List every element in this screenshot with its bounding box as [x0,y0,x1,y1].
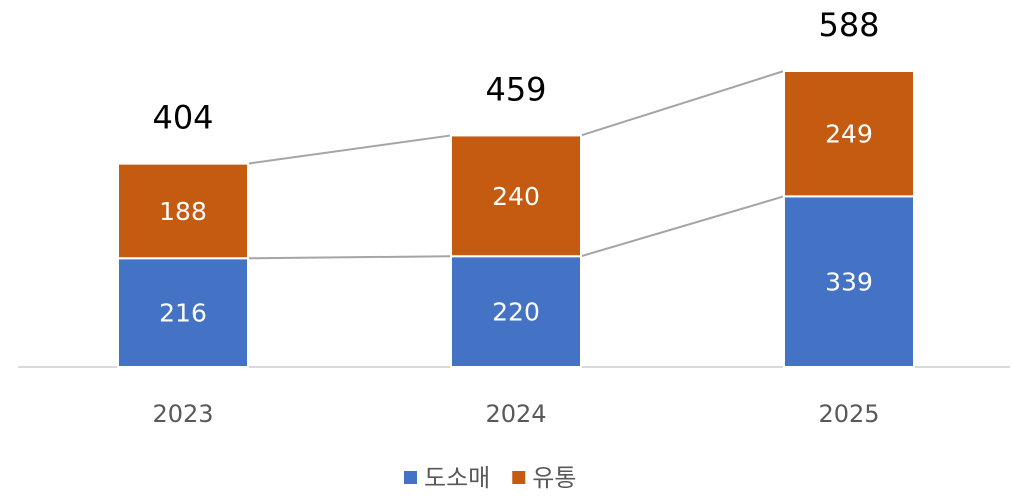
bar-segment [783,195,915,368]
bar-segment [117,257,249,369]
data-label: 220 [492,298,540,327]
data-label: 188 [159,197,207,226]
legend-swatch [404,471,417,484]
legend-label: 유통 [532,464,576,492]
total-label: 404 [152,99,213,137]
total-label: 459 [485,70,546,108]
data-label: 216 [159,299,207,328]
bar-segment [450,134,582,258]
bar-segment [117,162,249,260]
legend-label: 도소매 [424,464,490,492]
x-tick-label: 2025 [818,400,879,428]
series-line [580,70,785,137]
data-label: 249 [825,120,873,149]
series-line [580,195,785,258]
legend-swatch [512,471,526,484]
series-line [247,134,452,165]
x-tick-label: 2023 [152,400,213,428]
total-label: 588 [818,6,879,44]
series-line [247,255,452,260]
x-tick-label: 2024 [485,400,546,428]
data-label: 339 [825,268,873,297]
data-label: 240 [492,182,540,211]
bar-segment [783,70,915,198]
